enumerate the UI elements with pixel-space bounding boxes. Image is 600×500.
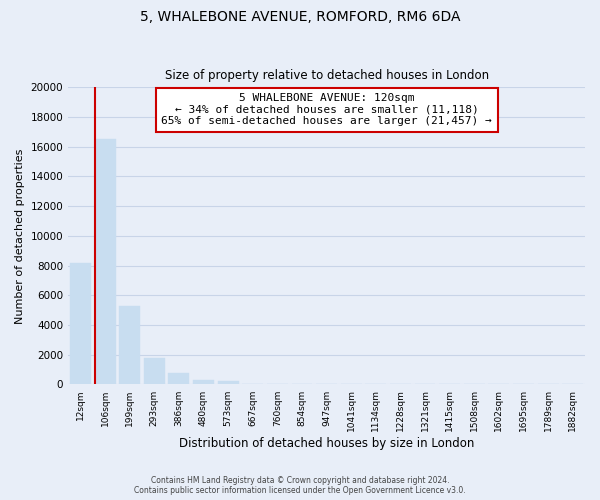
Text: 5 WHALEBONE AVENUE: 120sqm
← 34% of detached houses are smaller (11,118)
65% of : 5 WHALEBONE AVENUE: 120sqm ← 34% of deta… bbox=[161, 94, 492, 126]
Y-axis label: Number of detached properties: Number of detached properties bbox=[15, 148, 25, 324]
Bar bbox=[169, 374, 190, 384]
Bar bbox=[193, 380, 214, 384]
Bar bbox=[218, 382, 239, 384]
Bar bbox=[70, 262, 91, 384]
Bar bbox=[144, 358, 165, 384]
X-axis label: Distribution of detached houses by size in London: Distribution of detached houses by size … bbox=[179, 437, 474, 450]
Bar bbox=[119, 306, 140, 384]
Text: 5, WHALEBONE AVENUE, ROMFORD, RM6 6DA: 5, WHALEBONE AVENUE, ROMFORD, RM6 6DA bbox=[140, 10, 460, 24]
Title: Size of property relative to detached houses in London: Size of property relative to detached ho… bbox=[164, 69, 488, 82]
Text: Contains HM Land Registry data © Crown copyright and database right 2024.
Contai: Contains HM Land Registry data © Crown c… bbox=[134, 476, 466, 495]
Bar bbox=[95, 140, 116, 384]
